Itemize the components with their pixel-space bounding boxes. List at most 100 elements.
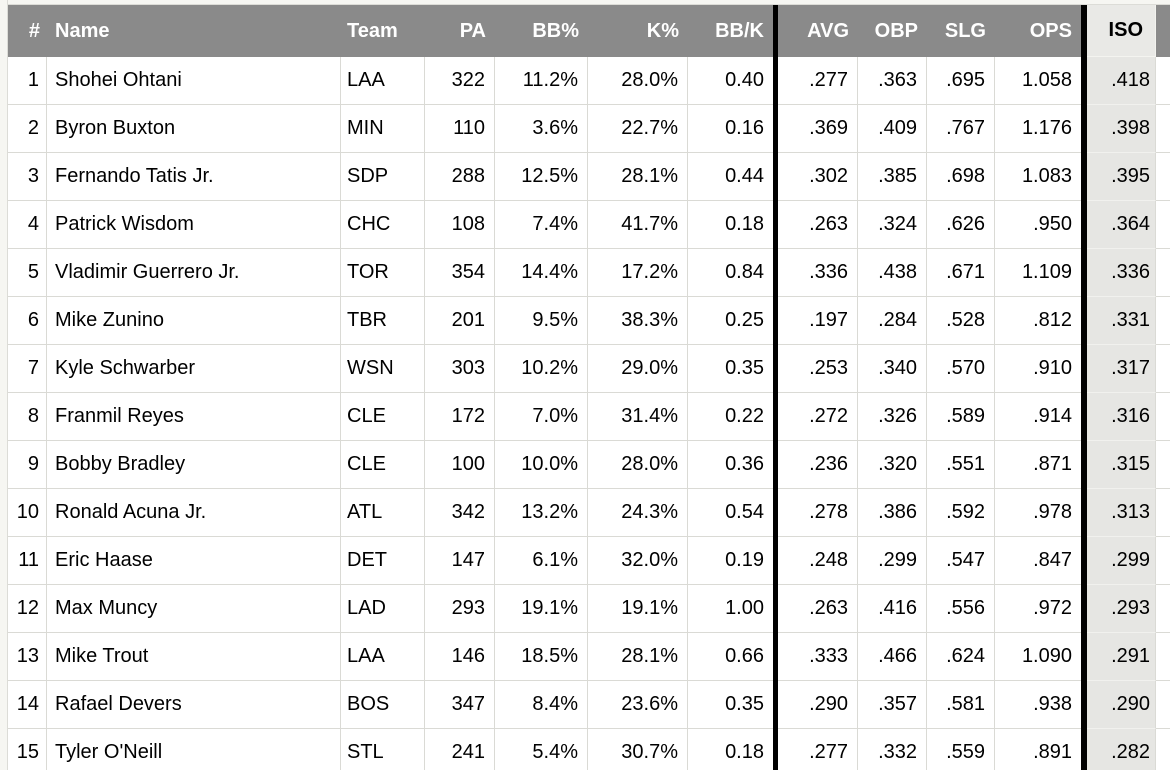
cell-iso: .418: [1087, 57, 1156, 105]
cell-k-pct: 24.3%: [588, 489, 688, 537]
col-header-slg[interactable]: SLG: [927, 5, 995, 57]
cell-ops: .891: [995, 729, 1081, 770]
cell-iso: .331: [1087, 297, 1156, 345]
divider-bar: [773, 537, 778, 585]
cell-next-partial: [1156, 537, 1170, 585]
cell-name: Shohei Ohtani: [47, 57, 341, 105]
cell-team: LAA: [341, 57, 425, 105]
cell-avg: .336: [778, 249, 858, 297]
divider-bar: [773, 681, 778, 729]
cell-rank: 4: [8, 201, 47, 249]
cell-slg: .624: [927, 633, 995, 681]
cell-rank: 8: [8, 393, 47, 441]
cell-rank: 12: [8, 585, 47, 633]
cell-slg: .581: [927, 681, 995, 729]
divider-bar: [1081, 249, 1087, 297]
col-header-team[interactable]: Team: [341, 5, 425, 57]
cell-bb-k: 0.84: [688, 249, 773, 297]
cell-obp: .340: [858, 345, 927, 393]
cell-k-pct: 31.4%: [588, 393, 688, 441]
cell-team: SDP: [341, 153, 425, 201]
col-header-name[interactable]: Name: [47, 5, 341, 57]
cell-name: Vladimir Guerrero Jr.: [47, 249, 341, 297]
divider-bar: [773, 105, 778, 153]
cell-team: CLE: [341, 393, 425, 441]
divider-bar: [1081, 441, 1087, 489]
cell-slg: .551: [927, 441, 995, 489]
col-header-k-pct[interactable]: K%: [588, 5, 688, 57]
col-header-iso[interactable]: ISO: [1087, 5, 1156, 57]
cell-next-partial: [1156, 153, 1170, 201]
cell-pa: 241: [425, 729, 495, 770]
table-row: 7 Kyle Schwarber WSN 303 10.2% 29.0% 0.3…: [8, 345, 1170, 393]
cell-pa: 146: [425, 633, 495, 681]
cell-bb-k: 0.25: [688, 297, 773, 345]
divider-bar: [773, 633, 778, 681]
cell-iso: .317: [1087, 345, 1156, 393]
divider-bar: [1081, 489, 1087, 537]
cell-avg: .369: [778, 105, 858, 153]
cell-iso: .293: [1087, 585, 1156, 633]
divider-bar: [1081, 537, 1087, 585]
divider-bar: [1081, 729, 1087, 770]
cell-k-pct: 28.1%: [588, 153, 688, 201]
cell-k-pct: 32.0%: [588, 537, 688, 585]
cell-next-partial: [1156, 633, 1170, 681]
table-row: 6 Mike Zunino TBR 201 9.5% 38.3% 0.25 .1…: [8, 297, 1170, 345]
cell-bb-pct: 10.0%: [495, 441, 588, 489]
cell-bb-pct: 13.2%: [495, 489, 588, 537]
cell-avg: .263: [778, 585, 858, 633]
table-row: 14 Rafael Devers BOS 347 8.4% 23.6% 0.35…: [8, 681, 1170, 729]
col-header-avg[interactable]: AVG: [778, 5, 858, 57]
cell-slg: .528: [927, 297, 995, 345]
col-header-ops[interactable]: OPS: [995, 5, 1081, 57]
divider-bar: [773, 441, 778, 489]
cell-obp: .409: [858, 105, 927, 153]
cell-rank: 5: [8, 249, 47, 297]
cell-iso: .316: [1087, 393, 1156, 441]
cell-ops: .978: [995, 489, 1081, 537]
divider-bar: [773, 57, 778, 105]
col-header-obp[interactable]: OBP: [858, 5, 927, 57]
divider-bar: [1081, 297, 1087, 345]
divider-bar: [773, 201, 778, 249]
cell-slg: .695: [927, 57, 995, 105]
divider-bar: [773, 393, 778, 441]
col-header-rank[interactable]: #: [8, 5, 47, 57]
cell-ops: 1.176: [995, 105, 1081, 153]
table-row: 8 Franmil Reyes CLE 172 7.0% 31.4% 0.22 …: [8, 393, 1170, 441]
cell-bb-pct: 3.6%: [495, 105, 588, 153]
cell-iso: .336: [1087, 249, 1156, 297]
col-header-next-partial: [1156, 5, 1170, 57]
header-row: # Name Team PA BB% K% BB/K AVG OBP SLG O…: [8, 5, 1170, 57]
cell-next-partial: [1156, 57, 1170, 105]
cell-pa: 354: [425, 249, 495, 297]
cell-bb-pct: 5.4%: [495, 729, 588, 770]
cell-name: Eric Haase: [47, 537, 341, 585]
cell-iso: .299: [1087, 537, 1156, 585]
col-header-bb-pct[interactable]: BB%: [495, 5, 588, 57]
cell-ops: 1.090: [995, 633, 1081, 681]
cell-slg: .559: [927, 729, 995, 770]
cell-name: Mike Zunino: [47, 297, 341, 345]
cell-bb-pct: 7.0%: [495, 393, 588, 441]
cell-bb-pct: 7.4%: [495, 201, 588, 249]
cell-name: Ronald Acuna Jr.: [47, 489, 341, 537]
cell-slg: .698: [927, 153, 995, 201]
col-header-bb-k[interactable]: BB/K: [688, 5, 773, 57]
table-row: 9 Bobby Bradley CLE 100 10.0% 28.0% 0.36…: [8, 441, 1170, 489]
cell-ops: .950: [995, 201, 1081, 249]
cell-name: Rafael Devers: [47, 681, 341, 729]
cell-avg: .253: [778, 345, 858, 393]
cell-team: TOR: [341, 249, 425, 297]
col-header-pa[interactable]: PA: [425, 5, 495, 57]
cell-k-pct: 28.0%: [588, 57, 688, 105]
cell-slg: .547: [927, 537, 995, 585]
cell-obp: .320: [858, 441, 927, 489]
cell-team: LAA: [341, 633, 425, 681]
cell-rank: 9: [8, 441, 47, 489]
cell-team: CHC: [341, 201, 425, 249]
cell-k-pct: 41.7%: [588, 201, 688, 249]
cell-obp: .332: [858, 729, 927, 770]
cell-slg: .626: [927, 201, 995, 249]
